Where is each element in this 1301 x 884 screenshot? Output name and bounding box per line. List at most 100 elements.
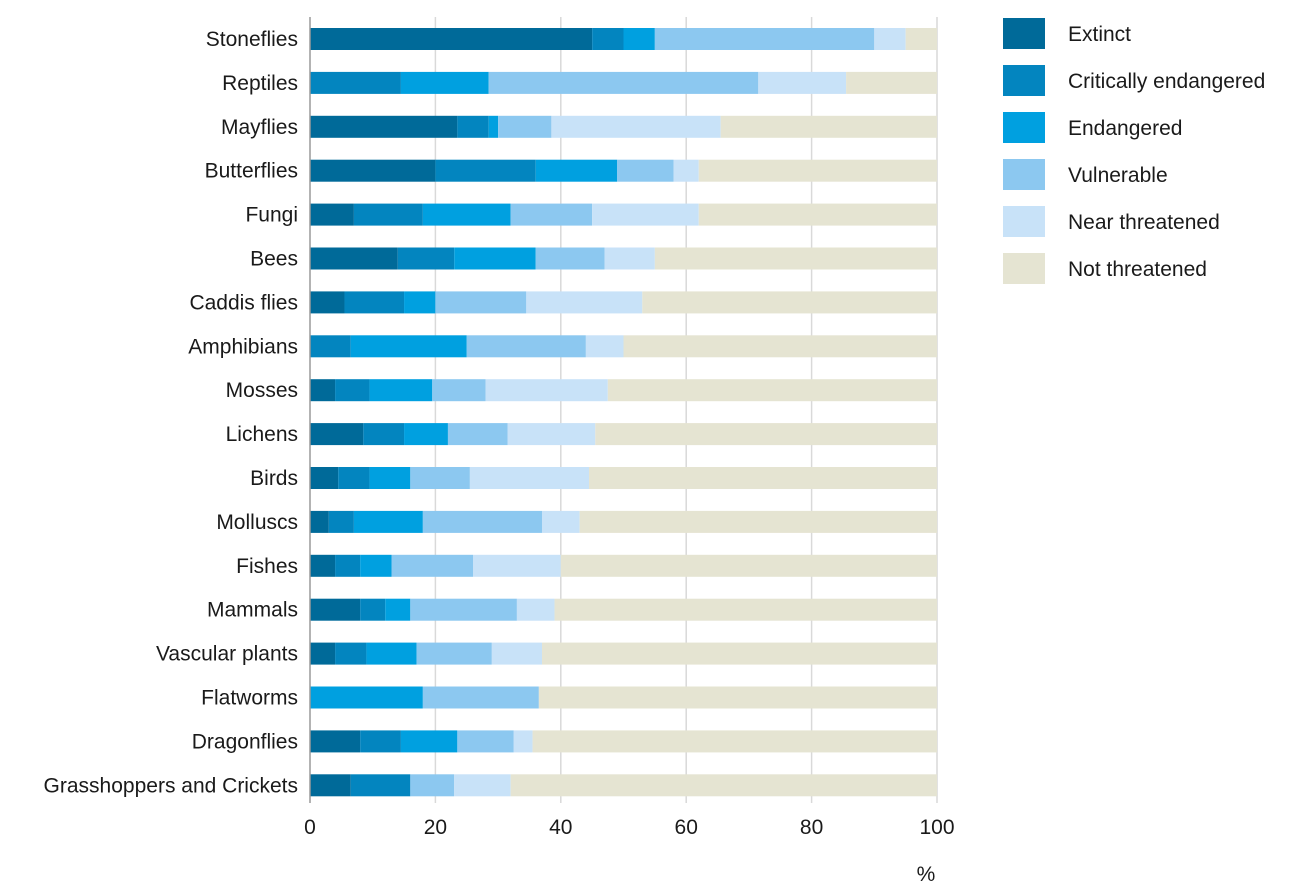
category-label: Molluscs	[216, 511, 298, 534]
category-label: Caddis flies	[189, 291, 298, 314]
category-label: Reptiles	[222, 72, 298, 95]
legend-label: Critically endangered	[1068, 70, 1265, 93]
bar-segment	[654, 247, 937, 270]
bar-segment	[623, 28, 655, 50]
bar-segment	[758, 71, 847, 94]
legend-swatch	[1003, 112, 1045, 143]
bar-segment	[469, 467, 590, 489]
bar-segment	[538, 686, 937, 709]
bar-segment	[310, 642, 336, 665]
bar-segment	[488, 115, 499, 138]
bar-segment	[404, 291, 436, 314]
category-label: Birds	[250, 467, 298, 490]
category-label: Fishes	[236, 555, 298, 578]
bar-segment	[360, 598, 386, 621]
bar-segment	[335, 379, 370, 402]
bar-segment	[595, 423, 937, 446]
bar-segment	[310, 730, 361, 753]
x-tick-label: 40	[549, 816, 572, 839]
x-axis-unit-label: %	[917, 863, 936, 884]
bar-segment	[654, 28, 875, 50]
bar-segment	[589, 467, 937, 489]
bar-segment	[541, 510, 580, 533]
legend-swatch	[1003, 253, 1045, 284]
bar-segment	[592, 203, 699, 226]
bar-segment	[353, 510, 423, 533]
bar-segment	[457, 730, 514, 753]
bar-segment	[360, 554, 392, 577]
bar-segment	[360, 730, 401, 753]
bar-segment	[535, 159, 618, 182]
legend-label: Not threatened	[1068, 258, 1207, 281]
legend-swatch	[1003, 18, 1045, 49]
bar-segment	[391, 554, 474, 577]
bar-segment	[846, 71, 937, 94]
bar-segment	[698, 203, 937, 226]
bar-segment	[310, 554, 336, 577]
bar-segment	[541, 642, 937, 665]
bar-segment	[310, 291, 345, 314]
category-label: Stoneflies	[206, 28, 298, 51]
bar-segment	[435, 159, 536, 182]
bar-segment	[310, 159, 436, 182]
gridlines	[434, 17, 938, 803]
bar-segment	[310, 379, 336, 402]
bar-segment	[328, 510, 354, 533]
bar-segment	[532, 730, 937, 753]
x-tick-label: 100	[919, 816, 954, 839]
bar-segment	[410, 467, 470, 489]
bar-segment	[422, 686, 539, 709]
bar-segment	[607, 379, 937, 402]
bar-segment	[510, 203, 593, 226]
legend-swatch	[1003, 206, 1045, 237]
category-label: Dragonflies	[192, 730, 298, 753]
bar-segment	[585, 335, 624, 358]
bar-segment	[422, 203, 511, 226]
bar-segment	[551, 115, 721, 138]
bar-segment	[516, 598, 555, 621]
bar-segment	[366, 642, 417, 665]
category-label: Fungi	[245, 204, 298, 227]
category-label: Mayflies	[221, 116, 298, 139]
bar-segment	[344, 291, 405, 314]
category-label: Lichens	[226, 423, 298, 446]
bar-segment	[466, 335, 586, 358]
bar-segment	[604, 247, 655, 270]
bar-segment	[435, 291, 527, 314]
bar-segment	[335, 642, 367, 665]
bar-segment	[410, 774, 455, 797]
bar-segment	[410, 598, 517, 621]
bar-segment	[422, 510, 542, 533]
bar-segment	[513, 730, 533, 753]
bar-segment	[397, 247, 455, 270]
bar-segment	[310, 423, 364, 446]
bar-segment	[720, 115, 937, 138]
bar-segment	[592, 28, 624, 50]
bar-segment	[642, 291, 937, 314]
bar-segment	[617, 159, 674, 182]
bar-segment	[310, 467, 339, 489]
bar-segment	[698, 159, 937, 182]
legend: Extinct Critically endangered Endangered Vu…	[1003, 18, 1265, 284]
bar-segment	[874, 28, 906, 50]
legend-label: Extinct	[1068, 23, 1131, 46]
bar-segment	[510, 774, 937, 797]
bar-segment	[579, 510, 937, 533]
bar-segment	[310, 686, 423, 709]
bar-segment	[353, 203, 423, 226]
bar-segment	[498, 115, 552, 138]
bar-segment	[369, 467, 411, 489]
x-tick-label: 80	[800, 816, 823, 839]
legend-swatch	[1003, 159, 1045, 190]
bar-segment	[560, 554, 937, 577]
bar-segment	[535, 247, 605, 270]
bar-segment	[310, 598, 361, 621]
category-label: Mosses	[226, 379, 298, 402]
x-tick-label: 60	[675, 816, 698, 839]
bar-segment	[310, 774, 351, 797]
category-label: Amphibians	[188, 335, 298, 358]
category-label: Butterflies	[205, 160, 298, 183]
bar-segment	[404, 423, 448, 446]
category-label: Flatworms	[201, 687, 298, 710]
